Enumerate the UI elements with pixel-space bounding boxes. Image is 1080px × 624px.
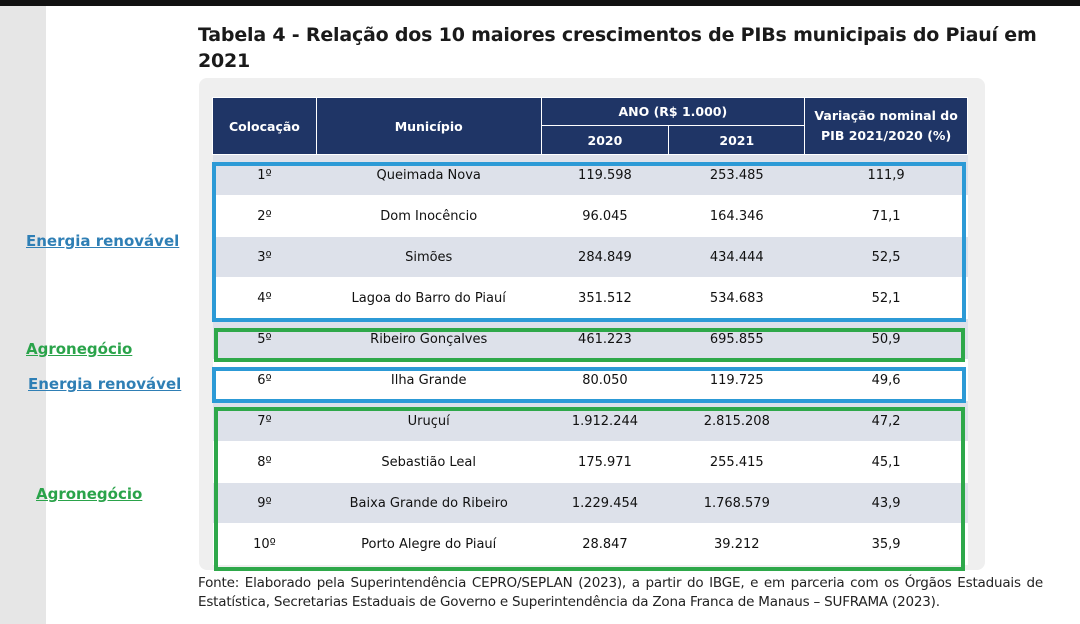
cell-2020: 28.847 bbox=[541, 523, 669, 565]
cell-colocacao: 9º bbox=[212, 482, 317, 524]
cell-2020: 96.045 bbox=[541, 195, 669, 237]
cell-colocacao: 7º bbox=[212, 400, 317, 442]
cell-colocacao: 3º bbox=[212, 236, 317, 278]
cell-variacao: 71,1 bbox=[804, 195, 968, 237]
cell-municipio: Uruçuí bbox=[316, 400, 542, 442]
cell-2020: 284.849 bbox=[541, 236, 669, 278]
table-row: 1º Queimada Nova 119.598 253.485 111,9 bbox=[212, 154, 968, 196]
cell-2021: 695.855 bbox=[668, 318, 805, 360]
cell-2020: 1.912.244 bbox=[541, 400, 669, 442]
cell-colocacao: 1º bbox=[212, 154, 317, 196]
table-row: 8º Sebastião Leal 175.971 255.415 45,1 bbox=[212, 441, 968, 483]
source-note: Fonte: Elaborado pela Superintendência C… bbox=[198, 575, 1043, 610]
header-ano: ANO (R$ 1.000) bbox=[540, 97, 806, 126]
header-2020: 2020 bbox=[540, 125, 670, 155]
cell-variacao: 35,9 bbox=[804, 523, 968, 565]
cell-2020: 175.971 bbox=[541, 441, 669, 483]
cell-colocacao: 6º bbox=[212, 359, 317, 401]
cell-municipio: Ilha Grande bbox=[316, 359, 542, 401]
cell-colocacao: 10º bbox=[212, 523, 317, 565]
cell-2021: 255.415 bbox=[668, 441, 805, 483]
table-row: 6º Ilha Grande 80.050 119.725 49,6 bbox=[212, 359, 968, 401]
cell-2021: 119.725 bbox=[668, 359, 805, 401]
cell-variacao: 52,1 bbox=[804, 277, 968, 319]
table-row: 4º Lagoa do Barro do Piauí 351.512 534.6… bbox=[212, 277, 968, 319]
cell-municipio: Dom Inocêncio bbox=[316, 195, 542, 237]
cell-variacao: 52,5 bbox=[804, 236, 968, 278]
table-row: 3º Simões 284.849 434.444 52,5 bbox=[212, 236, 968, 278]
cell-2020: 80.050 bbox=[541, 359, 669, 401]
label-agronegocio-2: Agronegócio bbox=[36, 485, 143, 503]
cell-colocacao: 8º bbox=[212, 441, 317, 483]
cell-2021: 39.212 bbox=[668, 523, 805, 565]
cell-municipio: Queimada Nova bbox=[316, 154, 542, 196]
label-energia-renovavel-1: Energia renovável bbox=[26, 232, 180, 250]
cell-2020: 461.223 bbox=[541, 318, 669, 360]
label-energia-renovavel-2: Energia renovável bbox=[28, 375, 182, 393]
cell-2021: 164.346 bbox=[668, 195, 805, 237]
table-row: 7º Uruçuí 1.912.244 2.815.208 47,2 bbox=[212, 400, 968, 442]
cell-variacao: 50,9 bbox=[804, 318, 968, 360]
cell-municipio: Simões bbox=[316, 236, 542, 278]
cell-2020: 119.598 bbox=[541, 154, 669, 196]
cell-colocacao: 5º bbox=[212, 318, 317, 360]
cell-colocacao: 2º bbox=[212, 195, 317, 237]
cell-2021: 434.444 bbox=[668, 236, 805, 278]
cell-variacao: 49,6 bbox=[804, 359, 968, 401]
header-municipio: Município bbox=[315, 97, 542, 155]
table-row: 10º Porto Alegre do Piauí 28.847 39.212 … bbox=[212, 523, 968, 565]
cell-2021: 1.768.579 bbox=[668, 482, 805, 524]
cell-variacao: 47,2 bbox=[804, 400, 968, 442]
cell-variacao: 43,9 bbox=[804, 482, 968, 524]
table-title: Tabela 4 - Relação dos 10 maiores cresci… bbox=[198, 24, 1037, 72]
header-2021: 2021 bbox=[668, 125, 806, 155]
cell-municipio: Ribeiro Gonçalves bbox=[316, 318, 542, 360]
cell-municipio: Sebastião Leal bbox=[316, 441, 542, 483]
cell-municipio: Baixa Grande do Ribeiro bbox=[316, 482, 542, 524]
cell-variacao: 111,9 bbox=[804, 154, 968, 196]
table-row: 2º Dom Inocêncio 96.045 164.346 71,1 bbox=[212, 195, 968, 237]
label-agronegocio-1: Agronegócio bbox=[26, 340, 133, 358]
cell-2021: 2.815.208 bbox=[668, 400, 805, 442]
cell-municipio: Porto Alegre do Piauí bbox=[316, 523, 542, 565]
cell-2021: 253.485 bbox=[668, 154, 805, 196]
pib-table: Colocação Município ANO (R$ 1.000) Varia… bbox=[212, 97, 968, 565]
cell-municipio: Lagoa do Barro do Piauí bbox=[316, 277, 542, 319]
cell-2020: 1.229.454 bbox=[541, 482, 669, 524]
cell-2021: 534.683 bbox=[668, 277, 805, 319]
cell-colocacao: 4º bbox=[212, 277, 317, 319]
cell-2020: 351.512 bbox=[541, 277, 669, 319]
top-bar bbox=[0, 0, 1080, 6]
header-variacao: Variação nominal do PIB 2021/2020 (%) bbox=[804, 97, 968, 155]
table-row: 5º Ribeiro Gonçalves 461.223 695.855 50,… bbox=[212, 318, 968, 360]
header-colocacao: Colocação bbox=[212, 97, 317, 155]
cell-variacao: 45,1 bbox=[804, 441, 968, 483]
table-row: 9º Baixa Grande do Ribeiro 1.229.454 1.7… bbox=[212, 482, 968, 524]
